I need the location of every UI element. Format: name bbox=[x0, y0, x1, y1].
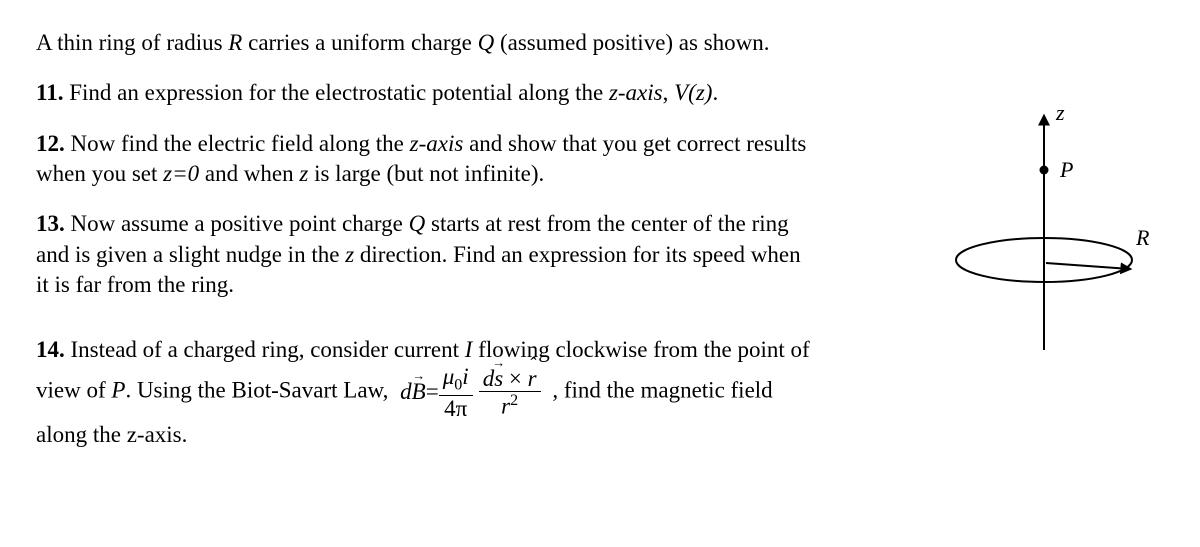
var-Q: Q bbox=[409, 211, 426, 236]
q11-text: Find an expression for the electrostatic… bbox=[63, 80, 608, 105]
q14-text: Instead of a charged ring, consider curr… bbox=[65, 337, 465, 362]
q14-text: . Using the Biot-Savart Law, bbox=[125, 378, 394, 403]
q14-text: , find the magnetic field bbox=[552, 378, 772, 403]
frac-ds-cross-r: ds × r r2 bbox=[479, 367, 541, 418]
frac-mu0i-4pi: μ0i 4π bbox=[439, 365, 473, 420]
q12-text: Now find the electric field along the bbox=[65, 131, 410, 156]
q13-text: it is far from the ring. bbox=[36, 272, 234, 297]
q13-text: direction. Find an expression for its sp… bbox=[354, 242, 801, 267]
ring-diagram-svg: z P R bbox=[924, 100, 1164, 360]
var-R: R bbox=[228, 30, 242, 55]
q12-text: when you set bbox=[36, 161, 163, 186]
svg-text:R: R bbox=[1135, 225, 1150, 250]
q14-text: along the z-axis. bbox=[36, 422, 187, 447]
var-Q: Q bbox=[478, 30, 495, 55]
text-column: A thin ring of radius R carries a unifor… bbox=[36, 28, 916, 450]
svg-text:z: z bbox=[1055, 100, 1065, 125]
dB-lhs: dB bbox=[400, 377, 426, 407]
question-13: 13. Now assume a positive point charge Q… bbox=[36, 209, 916, 300]
var-z: z bbox=[299, 161, 308, 186]
biot-savart-formula: dB = μ0i 4π ds × r r2 bbox=[400, 365, 540, 420]
z-axis: z-axis bbox=[410, 131, 464, 156]
ring-diagram: z P R bbox=[924, 100, 1164, 360]
z-equals-0: z=0 bbox=[163, 161, 199, 186]
intro-text: carries a uniform charge bbox=[242, 30, 477, 55]
q11-number: 11. bbox=[36, 80, 63, 105]
q12-text: is large (but not infinite). bbox=[308, 161, 544, 186]
var-z: z bbox=[345, 242, 354, 267]
q14-text: view of bbox=[36, 378, 111, 403]
q13-number: 13. bbox=[36, 211, 65, 236]
q13-text: and is given a slight nudge in the bbox=[36, 242, 345, 267]
question-12: 12. Now find the electric field along th… bbox=[36, 129, 916, 190]
q11-text: , bbox=[663, 80, 675, 105]
intro-paragraph: A thin ring of radius R carries a unifor… bbox=[36, 28, 916, 58]
svg-text:P: P bbox=[1059, 157, 1073, 182]
q12-text: and when bbox=[199, 161, 299, 186]
intro-text: (assumed positive) as shown. bbox=[494, 30, 769, 55]
q12-number: 12. bbox=[36, 131, 65, 156]
question-14: 14. Instead of a charged ring, consider … bbox=[36, 335, 916, 450]
q13-text: Now assume a positive point charge bbox=[65, 211, 409, 236]
q12-text: and show that you get correct results bbox=[463, 131, 806, 156]
q14-number: 14. bbox=[36, 337, 65, 362]
intro-text: A thin ring of radius bbox=[36, 30, 228, 55]
question-11: 11. Find an expression for the electrost… bbox=[36, 78, 916, 108]
var-P: P bbox=[111, 378, 125, 403]
equals: = bbox=[426, 377, 439, 407]
z-axis: z-axis bbox=[609, 80, 663, 105]
q11-text: . bbox=[712, 80, 718, 105]
Vz: V(z) bbox=[674, 80, 712, 105]
q13-text: starts at rest from the center of the ri… bbox=[425, 211, 788, 236]
q14-text: flowing clockwise from the point of bbox=[472, 337, 809, 362]
